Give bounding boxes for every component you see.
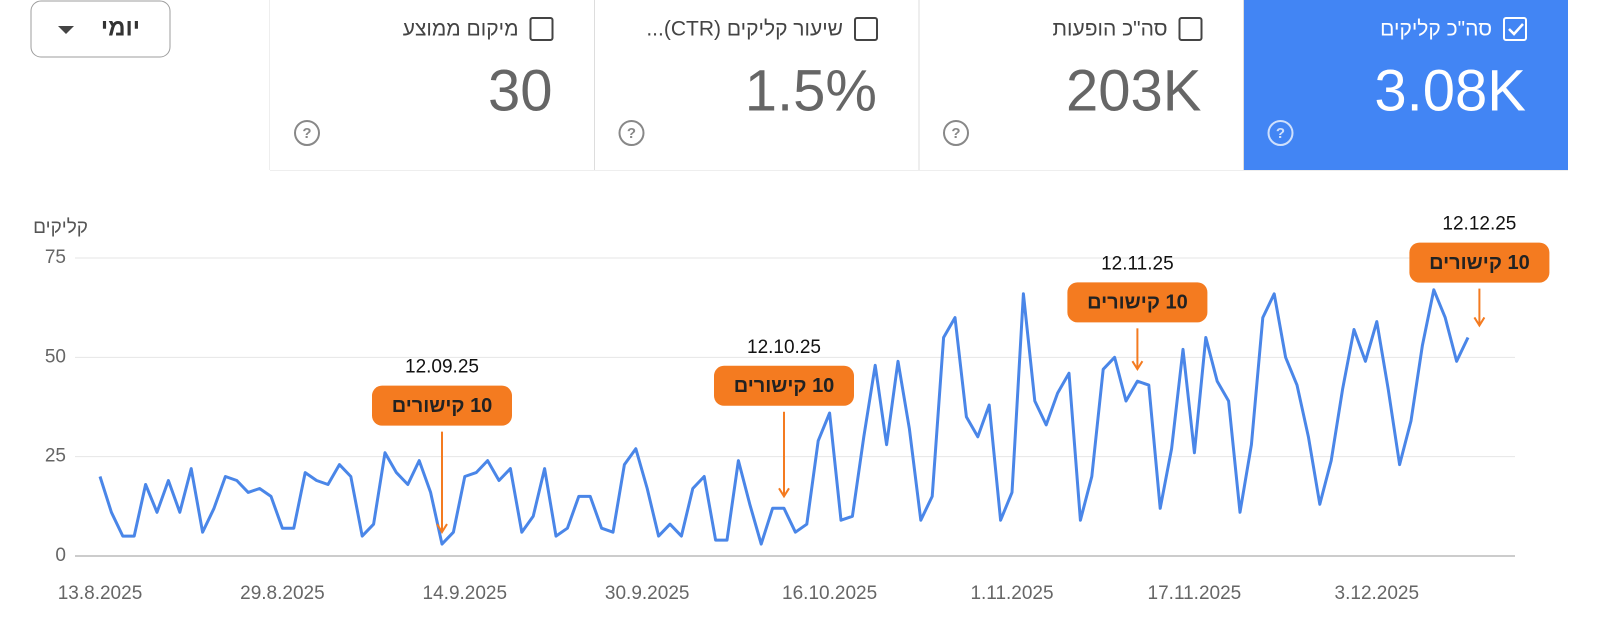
- help-icon-mark: ?: [1276, 125, 1285, 142]
- card-value: 30: [488, 58, 553, 123]
- dropdown-arrow: [58, 26, 74, 34]
- x-tick-label: 29.8.2025: [240, 583, 325, 604]
- x-tick-label: 17.11.2025: [1148, 583, 1242, 604]
- help-icon-mark: ?: [627, 125, 636, 142]
- checkbox[interactable]: [529, 17, 554, 41]
- help-icon-mark: ?: [951, 125, 960, 142]
- x-tick-label: 14.9.2025: [423, 583, 508, 604]
- annotation-box: [1067, 282, 1208, 323]
- checkbox[interactable]: [1178, 17, 1203, 41]
- annotation-arrowhead: [778, 487, 790, 499]
- y-tick-label: 75: [45, 247, 66, 268]
- annotation-arrowhead: [436, 523, 448, 534]
- help-icon[interactable]: [618, 120, 645, 146]
- x-tick-label: 3.12.2025: [1335, 583, 1420, 604]
- y-tick-label: 50: [45, 346, 66, 367]
- annotation-arrowhead: [1473, 316, 1486, 328]
- annotation-date: 12.10.25: [747, 337, 821, 358]
- annotation-box: [714, 365, 854, 406]
- card-value: 3.08K: [1374, 58, 1526, 123]
- card-title: מיקום ממוצע: [403, 18, 519, 41]
- card-value: 1.5%: [745, 58, 877, 123]
- y-axis-label: קליקים: [33, 217, 88, 238]
- metric-card[interactable]: [594, 0, 920, 170]
- x-tick-label: 13.8.2025: [58, 583, 143, 604]
- x-tick-label: 30.9.2025: [605, 583, 690, 604]
- checkbox[interactable]: [854, 17, 878, 41]
- annotation-date: 12.11.25: [1101, 253, 1174, 274]
- card-title: סה"כ הופעות: [1053, 18, 1168, 41]
- period-label: יומי: [101, 14, 140, 41]
- y-tick-label: 0: [55, 545, 66, 566]
- help-icon[interactable]: [294, 120, 320, 146]
- annotation-label: 10 קישורים: [734, 375, 835, 397]
- metric-card[interactable]: [919, 0, 1244, 170]
- y-tick-label: 25: [45, 446, 66, 467]
- annotation-label: 10 קישורים: [1087, 292, 1188, 314]
- help-icon[interactable]: [943, 120, 969, 146]
- help-icon[interactable]: [1267, 120, 1294, 146]
- card-title: שיעור קליקים (CTR)...: [646, 18, 843, 41]
- annotation-box: [1409, 242, 1550, 283]
- help-icon-mark: ?: [302, 125, 311, 142]
- checkbox[interactable]: [1503, 17, 1527, 41]
- card-title: סה"כ קליקים: [1380, 18, 1492, 41]
- data-line: [98, 288, 1470, 546]
- annotation-label: 10 קישורים: [392, 395, 493, 417]
- annotation-box: [372, 385, 512, 426]
- x-tick-label: 16.10.2025: [782, 583, 877, 604]
- annotation-date: 12.09.25: [405, 357, 479, 378]
- annotation-date: 12.12.25: [1442, 214, 1516, 235]
- annotation-label: 10 קישורים: [1429, 252, 1530, 274]
- card-value: 203K: [1066, 58, 1202, 123]
- annotation-arrowhead: [1131, 360, 1144, 372]
- period-dropdown[interactable]: [30, 0, 171, 58]
- metric-card[interactable]: [270, 0, 595, 170]
- metric-card[interactable]: [1243, 0, 1569, 170]
- x-tick-label: 1.11.2025: [970, 583, 1053, 604]
- checkbox-tick: [1508, 23, 1524, 36]
